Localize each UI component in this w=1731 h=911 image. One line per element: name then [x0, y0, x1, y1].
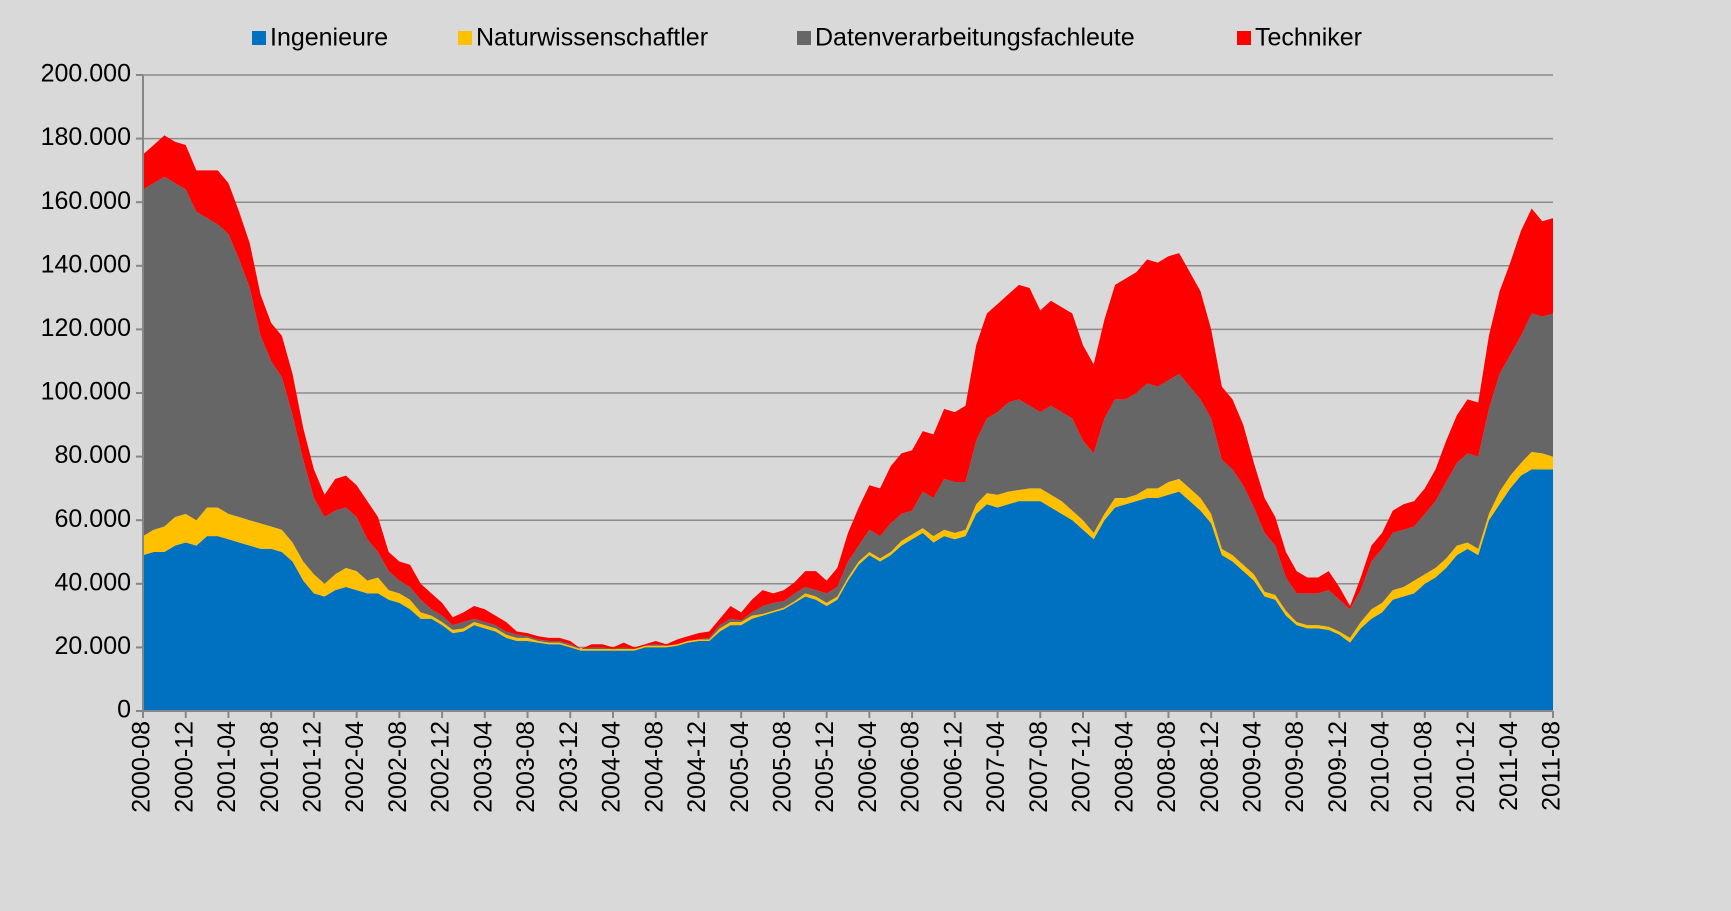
- x-tick-label: 2006-12: [939, 721, 967, 813]
- x-tick-label: 2004-04: [598, 721, 626, 813]
- y-tick-label: 120.000: [41, 314, 131, 342]
- x-tick-label: 2005-08: [769, 721, 797, 813]
- x-tick-label: 2002-04: [341, 721, 369, 813]
- y-tick-label: 180.000: [41, 123, 131, 151]
- x-tick-label: 2007-08: [1025, 721, 1053, 813]
- x-tick-label: 2010-12: [1452, 721, 1480, 813]
- legend-label: Datenverarbeitungsfachleute: [815, 24, 1135, 52]
- x-tick-label: 2010-04: [1367, 721, 1395, 813]
- x-tick-label: 2009-08: [1281, 721, 1309, 813]
- x-tick-label: 2008-08: [1153, 721, 1181, 813]
- x-tick-label: 2000-08: [128, 721, 156, 813]
- x-tick-label: 2009-04: [1239, 721, 1267, 813]
- y-tick-label: 60.000: [55, 505, 131, 533]
- x-tick-label: 2002-12: [427, 721, 455, 813]
- x-tick-label: 2004-12: [683, 721, 711, 813]
- x-tick-label: 2003-08: [512, 721, 540, 813]
- x-tick-label: 2000-12: [170, 721, 198, 813]
- x-tick-label: 2010-08: [1409, 721, 1437, 813]
- x-tick-label: 2001-08: [256, 721, 284, 813]
- x-tick-label: 2003-12: [555, 721, 583, 813]
- y-tick-label: 40.000: [55, 568, 131, 596]
- area: [143, 469, 1553, 711]
- legend-swatch: [797, 31, 811, 45]
- area: [143, 451, 1553, 651]
- area: [143, 135, 1553, 649]
- x-tick-label: 2007-04: [982, 721, 1010, 813]
- x-tick-label: 2011-08: [1538, 721, 1566, 811]
- legend-label: Techniker: [1255, 24, 1362, 52]
- x-tick-label: 2001-12: [299, 721, 327, 813]
- y-tick-label: 200.000: [41, 60, 131, 88]
- x-tick-label: 2005-12: [811, 721, 839, 813]
- y-tick-label: 160.000: [41, 187, 131, 215]
- x-tick-label: 2004-08: [640, 721, 668, 813]
- y-tick-label: 80.000: [55, 441, 131, 469]
- x-tick-label: 2011-04: [1495, 721, 1523, 811]
- x-tick-label: 2005-04: [726, 721, 754, 813]
- x-tick-label: 2001-04: [213, 721, 241, 813]
- y-tick-label: 0: [117, 696, 131, 724]
- x-tick-label: 2002-08: [384, 721, 412, 813]
- legend-label: Naturwissenschaftler: [476, 24, 708, 52]
- x-tick-label: 2007-12: [1068, 721, 1096, 813]
- x-tick-label: 2009-12: [1324, 721, 1352, 813]
- x-tick-label: 2003-04: [469, 721, 497, 813]
- y-tick-label: 100.000: [41, 378, 131, 406]
- x-tick-label: 2006-08: [897, 721, 925, 813]
- x-tick-label: 2008-12: [1196, 721, 1224, 813]
- y-tick-label: 140.000: [41, 250, 131, 278]
- legend-label: Ingenieure: [270, 24, 388, 52]
- x-tick-label: 2006-04: [854, 721, 882, 813]
- legend-swatch: [1237, 31, 1251, 45]
- x-tick-label: 2008-04: [1110, 721, 1138, 813]
- legend-swatch: [458, 31, 472, 45]
- y-tick-label: 20.000: [55, 632, 131, 660]
- legend-swatch: [252, 31, 266, 45]
